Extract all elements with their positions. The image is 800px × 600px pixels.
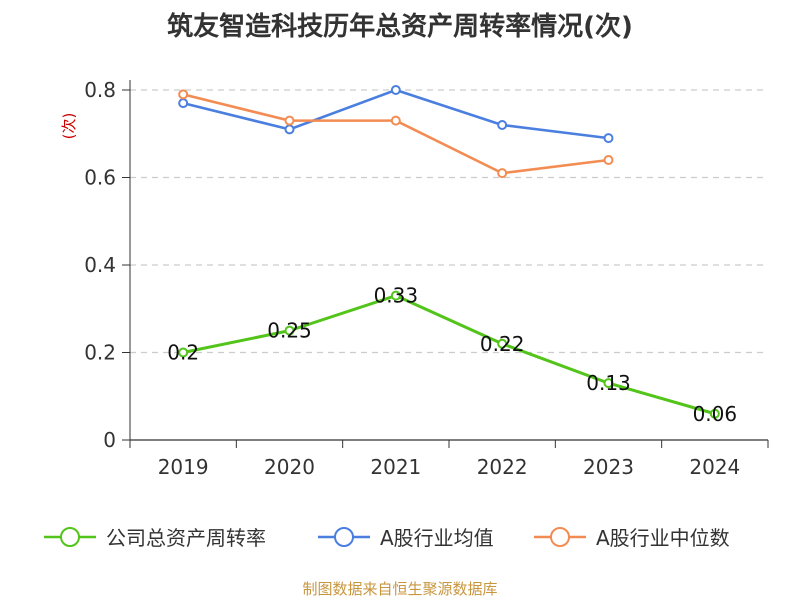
series-line <box>182 294 716 416</box>
legend-item: 公司总资产周转率 <box>44 526 266 550</box>
data-point <box>284 115 295 126</box>
y-tick-label: 0 <box>103 428 116 452</box>
legend-label: A股行业均值 <box>380 526 494 550</box>
axes: 0 0.2 0.4 0.6 0.8 (次) 2019 2020 2021 2022 2023 2024 <box>60 78 769 479</box>
x-tick-label: 2024 <box>689 455 740 479</box>
legend-marker <box>60 527 80 547</box>
x-tick-label: 2020 <box>264 455 315 479</box>
data-point <box>284 325 295 336</box>
data-point <box>497 120 508 130</box>
chart-title: 筑友智造科技历年总资产周转率情况(次) <box>167 12 633 42</box>
y-tick-label: 0.2 <box>84 341 116 365</box>
y-tick-label: 0.6 <box>84 166 116 190</box>
data-point <box>178 347 189 358</box>
data-point <box>603 155 614 165</box>
data-labels: 0.2 0.25 0.33 0.22 0.13 0.06 <box>167 284 737 426</box>
data-point <box>603 378 614 389</box>
data-point <box>497 168 508 179</box>
data-label: 0.22 <box>480 332 525 356</box>
data-label: 0.2 <box>167 341 199 365</box>
data-point <box>497 338 508 349</box>
data-point <box>178 98 189 109</box>
data-label: 0.13 <box>586 371 631 395</box>
series-line <box>182 88 609 140</box>
grid-lines <box>130 89 768 354</box>
legend-marker <box>334 527 354 547</box>
data-point <box>284 124 295 135</box>
data-point <box>603 133 614 144</box>
legend-marker <box>550 527 570 547</box>
y-axis-label: (次) <box>60 113 78 140</box>
legend-label: 公司总资产周转率 <box>106 526 266 550</box>
footer-source: 制图数据来自恒生聚源数据库 <box>302 580 498 598</box>
x-tick-label: 2023 <box>583 455 634 479</box>
data-label: 0.06 <box>693 402 738 426</box>
y-tick-label: 0.4 <box>84 253 116 277</box>
series-lines <box>178 85 720 419</box>
x-tick-label: 2022 <box>477 455 528 479</box>
data-label: 0.25 <box>267 319 312 343</box>
x-tick-label: 2019 <box>158 455 209 479</box>
legend-label: A股行业中位数 <box>596 526 730 550</box>
data-point <box>178 89 189 100</box>
y-tick-label: 0.8 <box>84 78 116 102</box>
data-point <box>390 115 401 126</box>
data-label: 0.33 <box>374 284 419 308</box>
data-point <box>390 290 401 301</box>
legend-item: A股行业中位数 <box>534 526 730 550</box>
data-point <box>390 85 401 95</box>
x-tick-label: 2021 <box>370 455 421 479</box>
series-line <box>182 93 609 175</box>
legend: 公司总资产周转率 A股行业均值 A股行业中位数 <box>44 526 730 550</box>
legend-item: A股行业均值 <box>318 526 494 550</box>
data-point <box>709 408 720 419</box>
